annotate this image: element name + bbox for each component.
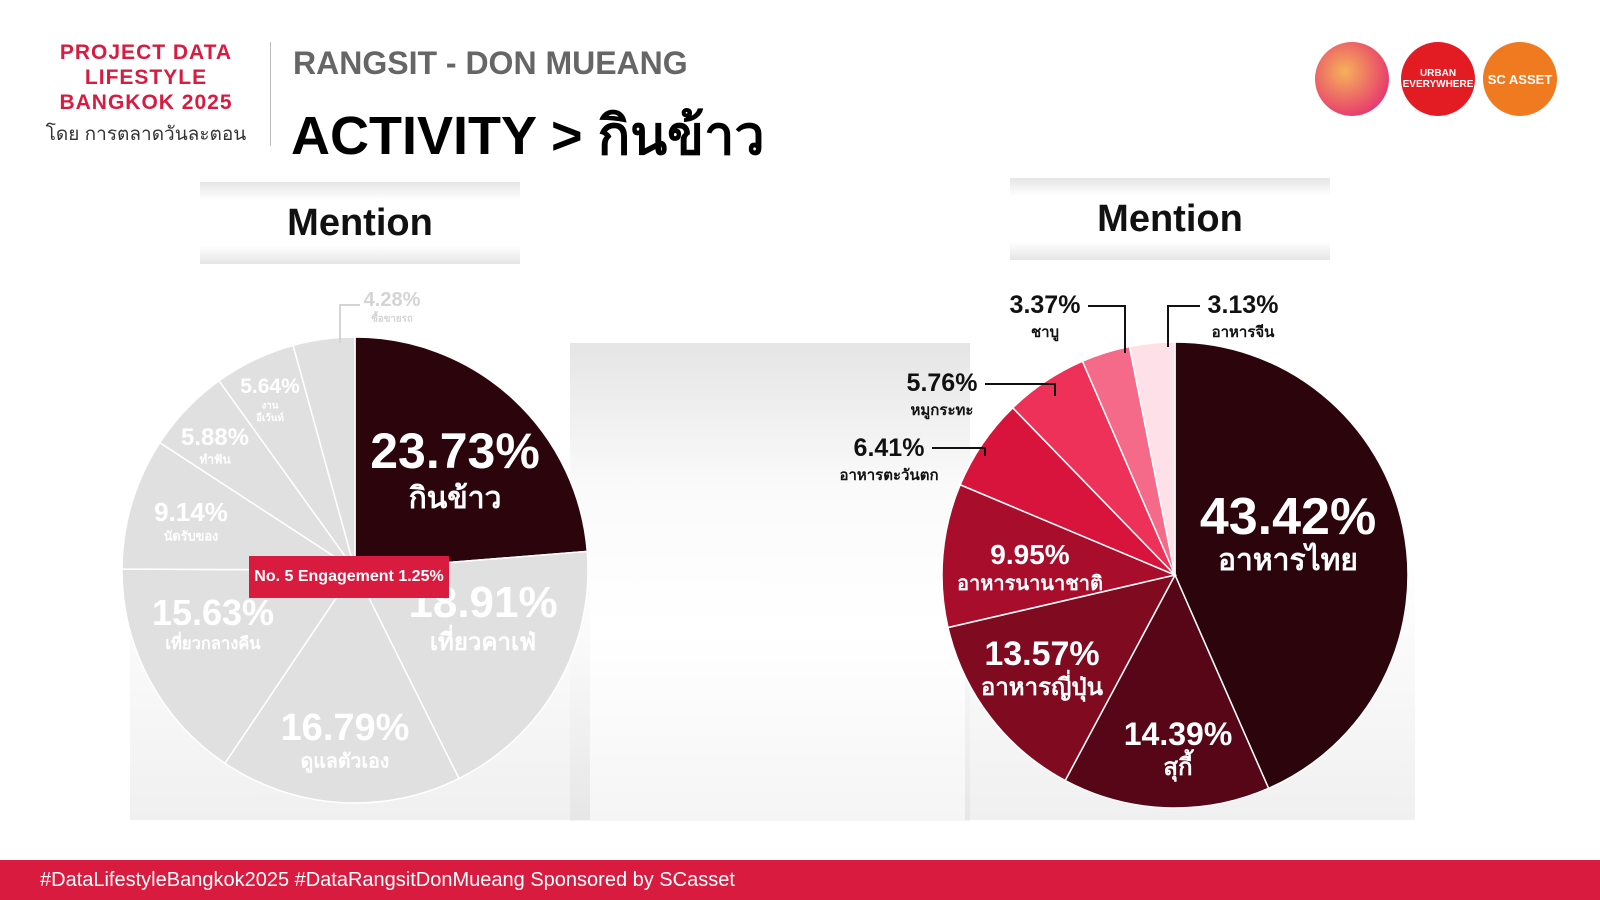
- left-pie-cat-6-1: อีเว้นท์: [256, 412, 284, 424]
- page-subtitle: RANGSIT - DON MUEANG: [293, 45, 688, 81]
- right-pie-cat-7: อาหารจีน: [1212, 323, 1276, 341]
- right-pie-cat-0: อาหารไทย: [1218, 542, 1358, 578]
- left-pie-pct-6: 5.64%: [240, 375, 300, 398]
- page-title: ACTIVITY > กินข้าว: [291, 106, 765, 166]
- right-pie-cat-3: อาหารนานาชาติ: [957, 571, 1103, 595]
- left-pie-slice-1: [353, 550, 589, 780]
- left-pie-cat-0-0: กินข้าว: [409, 481, 502, 516]
- right-pie-slice-0: [1174, 341, 1409, 790]
- mention-left-text: Mention: [287, 201, 433, 244]
- left-pie-pct-0: 23.73%: [370, 423, 540, 479]
- engagement-badge: No. 5 Engagement 1.25%: [249, 556, 449, 598]
- left-pie-pct-3: 15.63%: [152, 592, 274, 633]
- left-pie-cat-5-0: ทำฟัน: [199, 452, 231, 466]
- urban-everywhere-logo: URBAN EVERYWHERE: [1401, 42, 1475, 116]
- left-pie-cat-1-0: เที่ยวคาเฟ่: [430, 624, 536, 656]
- right-pie-pct-0: 43.42%: [1200, 488, 1376, 546]
- left-pie-pct-5: 5.88%: [181, 424, 249, 451]
- right-pie-cat-2: อาหารญี่ปุ่น: [981, 669, 1104, 703]
- right-pie-cat-4: อาหารตะวันตก: [839, 466, 938, 484]
- right-pie-leader-5: [985, 383, 1056, 396]
- left-pie-slice-3: [121, 568, 357, 765]
- header-divider: [270, 42, 271, 146]
- right-pie-slice-2: [947, 573, 1177, 782]
- right-pie-slice-3: [941, 483, 1178, 629]
- left-pie-leader: [339, 304, 360, 343]
- left-pie-cat-6-0: งาน: [262, 401, 279, 412]
- brand-subtitle: โดย การตลาดวันละตอน: [45, 124, 247, 145]
- right-pie-cat-1: สุกี้: [1163, 748, 1194, 783]
- right-pie-pct-3: 9.95%: [990, 539, 1069, 570]
- right-pie-leader-4: [932, 447, 986, 456]
- left-pie-cat-2-0: ดูแลตัวเอง: [301, 749, 390, 774]
- left-pie-slice-4: [121, 441, 358, 571]
- right-pie-slice-1: [1064, 573, 1270, 809]
- brand-line-3: BANGKOK 2025: [59, 91, 233, 114]
- left-pie-pct-4: 9.14%: [154, 497, 228, 527]
- right-pie-slice-7: [1128, 341, 1176, 576]
- left-pie-slice-0: [354, 336, 589, 571]
- mention-label-left: Mention: [200, 182, 520, 264]
- right-pie-leader-7: [1167, 305, 1200, 347]
- left-pie-cat-4-0: นัดรับของ: [164, 529, 219, 544]
- right-pie-pct-4: 6.41%: [854, 434, 925, 462]
- left-pie-slice-2: [223, 568, 460, 804]
- right-pie-pct-2: 13.57%: [984, 635, 1099, 673]
- right-pie-pct-6: 3.37%: [1010, 291, 1081, 319]
- right-pie-pct-7: 3.13%: [1208, 291, 1279, 319]
- brand-avatar-logo: [1315, 42, 1389, 116]
- sc-asset-logo: SC ASSET: [1483, 42, 1557, 116]
- right-pie-pct-1: 14.39%: [1124, 716, 1233, 752]
- connector-band: [570, 343, 970, 821]
- mention-right-text: Mention: [1097, 197, 1243, 240]
- left-pie-pct-2: 16.79%: [281, 707, 410, 749]
- right-pie-cat-6: ชาบู: [1031, 323, 1059, 342]
- footer-text: #DataLifestyleBangkok2025 #DataRangsitDo…: [40, 868, 735, 891]
- right-pie-cat-5: หมูกระทะ: [911, 401, 974, 420]
- footer-bar: #DataLifestyleBangkok2025 #DataRangsitDo…: [0, 860, 1600, 900]
- brand-line-2: LIFESTYLE: [84, 66, 208, 89]
- left-pie-pct-7: 4.28%: [364, 289, 421, 311]
- right-pie-pct-5: 5.76%: [907, 369, 978, 397]
- left-pie-slice-7: [292, 336, 356, 571]
- left-pie-cat-7-0: ซื้อขายรถ: [371, 311, 413, 325]
- mention-label-right: Mention: [1010, 178, 1330, 260]
- left-pie-cat-3-0: เที่ยวกลางคืน: [165, 631, 261, 653]
- brand-block: PROJECT DATA LIFESTYLE BANGKOK 2025 โดย …: [38, 40, 254, 149]
- right-pie-leader-6: [1088, 305, 1126, 353]
- brand-line-1: PROJECT DATA: [59, 41, 233, 64]
